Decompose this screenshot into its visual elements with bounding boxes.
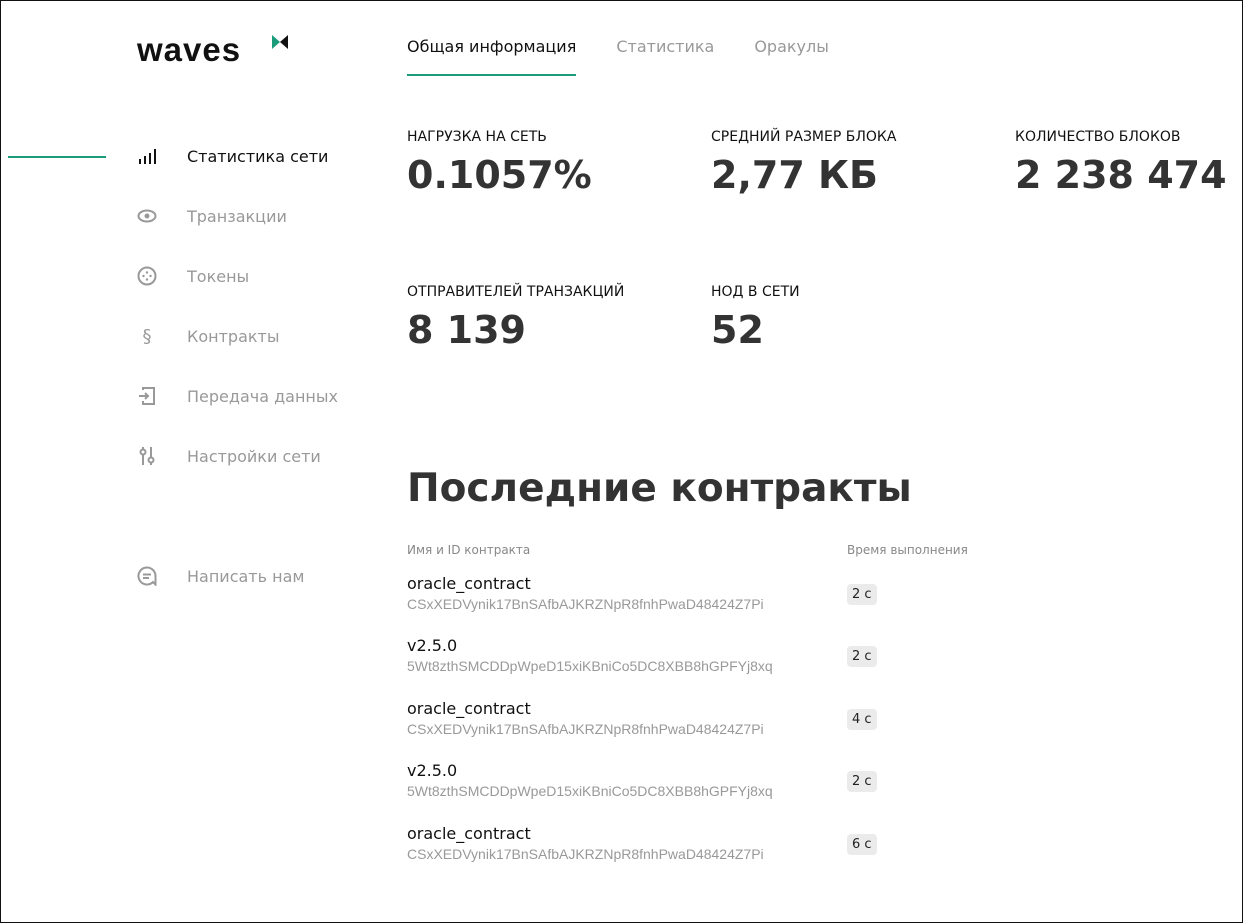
logo-mark-icon: [272, 35, 288, 49]
token-icon: [137, 266, 157, 286]
stat-avg-block-size: СРЕДНИЙ РАЗМЕР БЛОКА 2,77 КБ: [711, 129, 897, 197]
tab-statistics[interactable]: Статистика: [616, 37, 715, 56]
sidebar-item-contracts[interactable]: § Контракты: [137, 325, 280, 347]
section-title: Последние контракты: [407, 466, 912, 511]
stat-tx-senders: ОТПРАВИТЕЛЕЙ ТРАНЗАКЦИЙ 8 139: [407, 284, 625, 352]
main-tabs: Общая информация Статистика Оракулы: [407, 37, 829, 76]
contract-row[interactable]: v2.5.0 5Wt8zthSMCDDpWpeD15xiKBniCo5DC8XBB…: [407, 636, 887, 674]
stat-block-count: КОЛИЧЕСТВО БЛОКОВ 2 238 474: [1015, 129, 1227, 197]
time-badge: 4 с: [847, 709, 877, 730]
column-header-name: Имя и ID контракта: [407, 543, 531, 557]
bar-chart-icon: [137, 146, 157, 166]
time-badge: 2 с: [847, 771, 877, 792]
sidebar-item-tokens[interactable]: Токены: [137, 266, 249, 286]
sidebar-item-data-transfer[interactable]: Передача данных: [137, 386, 338, 406]
time-badge: 2 с: [847, 646, 877, 667]
sidebar-item-network-settings[interactable]: Настройки сети: [137, 446, 321, 466]
chat-icon: [137, 566, 157, 586]
time-badge: 6 с: [847, 834, 877, 855]
eye-icon: [137, 206, 157, 226]
contract-row[interactable]: oracle_contract CSxXEDVynik17BnSAfbAJKRZN…: [407, 824, 887, 862]
contact-us-link[interactable]: Написать нам: [137, 566, 304, 586]
contract-row[interactable]: oracle_contract CSxXEDVynik17BnSAfbAJKRZN…: [407, 699, 887, 737]
sliders-icon: [137, 446, 157, 466]
section-icon: §: [142, 325, 152, 347]
tab-general[interactable]: Общая информация: [407, 37, 577, 76]
time-badge: 2 с: [847, 584, 877, 605]
logo[interactable]: waves: [137, 31, 242, 68]
stat-network-load: НАГРУЗКА НА СЕТЬ 0.1057%: [407, 129, 592, 197]
data-transfer-icon: [137, 386, 157, 406]
sidebar-item-network-stats[interactable]: Статистика сети: [137, 146, 328, 166]
contract-row[interactable]: v2.5.0 5Wt8zthSMCDDpWpeD15xiKBniCo5DC8XBB…: [407, 761, 887, 799]
column-header-time: Время выполнения: [847, 543, 968, 557]
tab-oracles[interactable]: Оракулы: [754, 37, 829, 56]
stat-nodes: НОД В СЕТИ 52: [711, 284, 800, 352]
contract-row[interactable]: oracle_contract CSxXEDVynik17BnSAfbAJKRZN…: [407, 574, 887, 612]
sidebar-item-transactions[interactable]: Транзакции: [137, 206, 287, 226]
active-nav-indicator: [8, 156, 106, 158]
